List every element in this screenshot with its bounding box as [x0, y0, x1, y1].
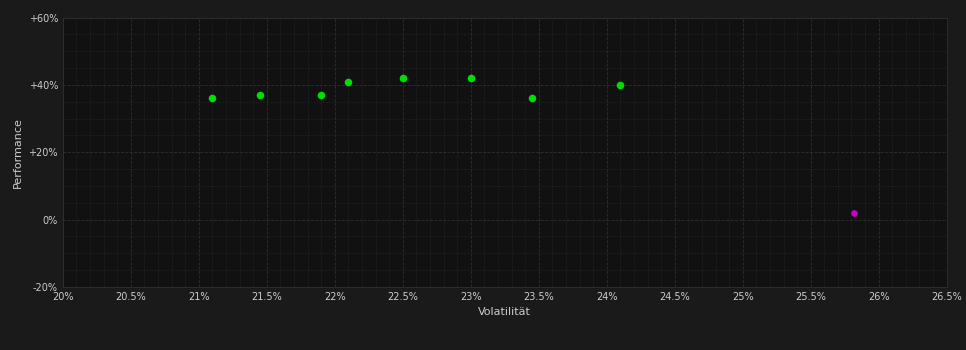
- Y-axis label: Performance: Performance: [13, 117, 23, 188]
- X-axis label: Volatilität: Volatilität: [478, 307, 531, 317]
- Point: [341, 79, 356, 84]
- Point: [313, 92, 328, 98]
- Point: [205, 96, 220, 101]
- Point: [463, 75, 478, 81]
- Point: [525, 96, 540, 101]
- Point: [395, 75, 411, 81]
- Point: [612, 82, 628, 88]
- Point: [846, 210, 862, 216]
- Point: [252, 92, 268, 98]
